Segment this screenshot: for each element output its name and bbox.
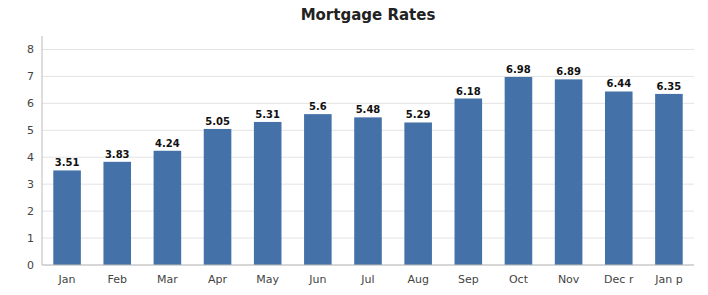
data-label: 6.98: [506, 64, 531, 75]
bar: [455, 99, 483, 265]
bar: [304, 114, 332, 265]
bar: [254, 122, 282, 265]
y-tick-label: 5: [27, 124, 34, 137]
grid-line: [42, 49, 694, 50]
data-label: 3.51: [55, 157, 80, 168]
x-tick-label: Jun: [308, 273, 326, 286]
x-tick-label: Feb: [107, 273, 126, 286]
bar: [404, 122, 432, 265]
data-label: 5.31: [255, 109, 280, 120]
data-label: 5.6: [309, 101, 327, 112]
x-tick-label: Aug: [407, 273, 428, 286]
bar: [555, 79, 583, 265]
data-label: 5.29: [406, 109, 431, 120]
data-label: 3.83: [105, 149, 130, 160]
page: {"chart_data": {"type": "bar", "title": …: [0, 0, 708, 295]
title: Mortgage Rates: [301, 6, 436, 24]
x-tick-label: Nov: [558, 273, 580, 286]
x-tick-label: Dec r: [604, 273, 634, 286]
bars: [53, 77, 682, 265]
data-labels: 3.51 3.83 4.24 5.05 5.31 5.6 5.48 5.29 6.18 6.98 6…: [55, 64, 682, 168]
x-tick-label: Oct: [509, 273, 529, 286]
y-tick-label: 3: [27, 178, 34, 191]
x-tick-label: Jul: [360, 273, 374, 286]
y-tick-label: 2: [27, 205, 34, 218]
data-label: 6.44: [606, 78, 631, 89]
bar: [605, 91, 633, 265]
y-tick-label: 7: [27, 70, 34, 83]
grid: [42, 49, 694, 265]
data-label: 6.18: [456, 86, 481, 97]
x-tick-label: Jan: [58, 273, 76, 286]
bar: [53, 170, 81, 265]
bar: [154, 151, 182, 265]
grid-line: [42, 76, 694, 77]
bar: [655, 94, 683, 265]
data-label: 4.24: [155, 138, 180, 149]
chart-container: Mortgage Rates 0 1 2 3 4 5 6 7 8 Jan Feb Mar Apr May Ju…: [0, 0, 708, 295]
x-tick-label: Mar: [157, 273, 178, 286]
data-label: 5.48: [356, 104, 381, 115]
bar: [103, 162, 131, 265]
y-tick-label: 6: [27, 97, 34, 110]
x-tick-label: Jan p: [654, 273, 682, 286]
x-tick-label: May: [256, 273, 279, 286]
y-tick-label: 8: [27, 43, 34, 56]
bar: [505, 77, 533, 265]
data-label: 6.35: [657, 81, 682, 92]
grid-line: [42, 265, 694, 266]
x-axis: Jan Feb Mar Apr May Jun Jul Aug Sep Oct Nov Dec r Ja…: [58, 273, 683, 286]
bar: [204, 129, 232, 265]
y-tick-label: 0: [27, 259, 34, 272]
y-tick-label: 1: [27, 232, 34, 245]
y-axis-line: [42, 36, 43, 265]
bar: [354, 117, 382, 265]
x-tick-label: Sep: [458, 273, 479, 286]
data-label: 6.89: [556, 66, 581, 77]
data-label: 5.05: [205, 116, 230, 127]
chart-svg: Mortgage Rates 0 1 2 3 4 5 6 7 8 Jan Feb Mar Apr May Ju…: [0, 0, 708, 295]
x-axis-line: [42, 265, 694, 266]
y-tick-label: 4: [27, 151, 34, 164]
x-tick-label: Apr: [208, 273, 228, 286]
y-axis: 0 1 2 3 4 5 6 7 8: [27, 36, 42, 272]
